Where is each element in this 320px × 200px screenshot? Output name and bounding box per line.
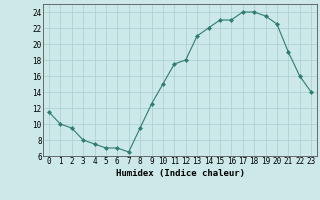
X-axis label: Humidex (Indice chaleur): Humidex (Indice chaleur) [116,169,244,178]
